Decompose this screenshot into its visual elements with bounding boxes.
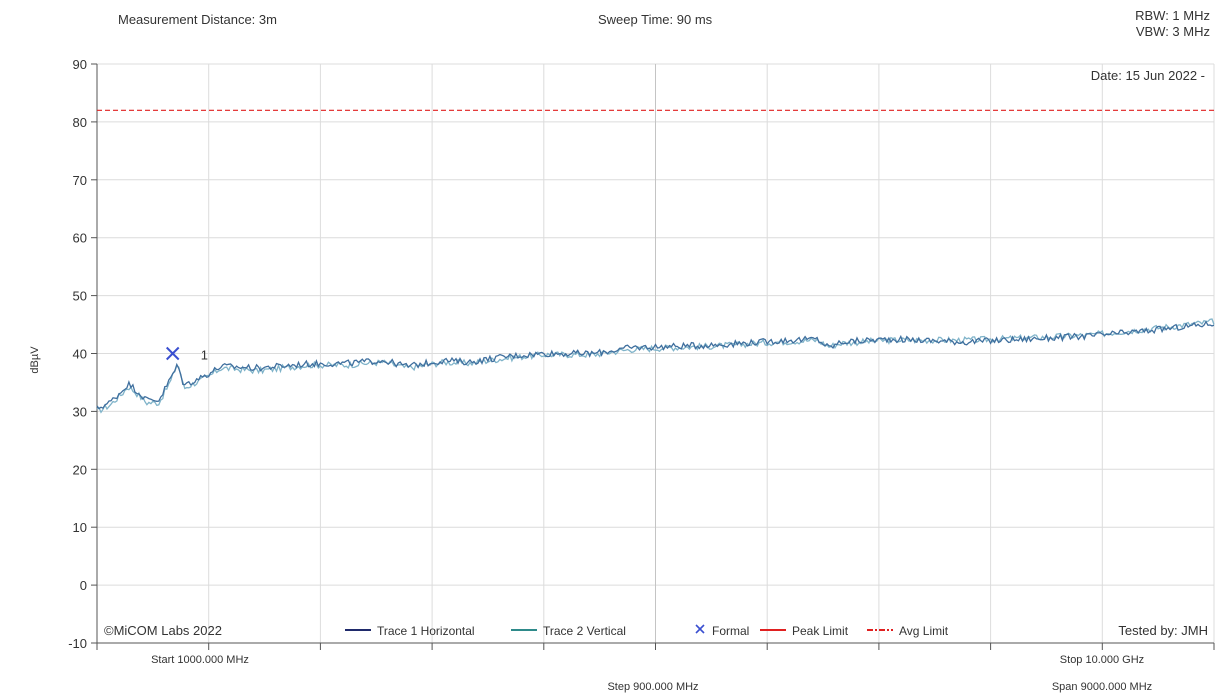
legend-item: Avg Limit [867,624,949,638]
y-tick-label: 80 [73,115,87,130]
legend-item: Formal [695,624,749,638]
rbw-label: RBW: 1 MHz [1135,8,1210,23]
x-start-label: Start 1000.000 MHz [151,654,249,666]
tested-by-label: Tested by: JMH [1118,623,1208,638]
y-tick-label: 40 [73,347,87,362]
trace-trace-1-horizontal [96,320,1215,410]
date-label: Date: 15 Jun 2022 - [1091,68,1205,83]
legend-item: Trace 1 Horizontal [345,624,475,638]
y-tick-label: 70 [73,173,87,188]
legend-label: Formal [712,624,749,638]
legend-item: Trace 2 Vertical [511,624,626,638]
marker-x [166,346,180,361]
grid [96,63,1215,644]
traces [96,318,1215,414]
y-tick-label: 90 [73,57,87,72]
x-stop-label: Stop 10.000 GHz [1060,654,1144,666]
chart-labels: Date: 15 Jun 2022 - ©MiCOM Labs 2022 Tes… [29,68,1208,693]
markers: 1 [166,346,208,363]
y-axis-label: dBµV [29,346,41,374]
legend-label: Trace 1 Horizontal [377,624,475,638]
x-step-label: Step 900.000 MHz [607,681,698,693]
legend-item: Peak Limit [760,624,849,638]
y-tick-label: 20 [73,462,87,477]
y-tick-label: 50 [73,289,87,304]
legend: Trace 1 Horizontal Trace 2 Vertical Formal… [345,624,949,638]
y-tick-label: 0 [80,578,87,593]
legend-label: Trace 2 Vertical [543,624,626,638]
y-tick-label: 60 [73,231,87,246]
legend-label: Avg Limit [899,624,949,638]
marker-label: 1 [201,348,208,363]
x-span-label: Span 9000.000 MHz [1052,681,1152,693]
axes: 90 80 70 60 50 40 30 20 10 0 -10 [68,57,1215,651]
y-tick-label: -10 [68,636,87,651]
legend-swatch [695,624,705,634]
sweep-time: Sweep Time: 90 ms [598,12,713,27]
vbw-label: VBW: 3 MHz [1135,24,1210,39]
legend-label: Peak Limit [792,624,849,638]
y-tick-label: 30 [73,404,87,419]
y-tick-label: 10 [73,520,87,535]
measurement-distance: Measurement Distance: 3m [118,12,277,27]
copyright-label: ©MiCOM Labs 2022 [104,623,222,638]
